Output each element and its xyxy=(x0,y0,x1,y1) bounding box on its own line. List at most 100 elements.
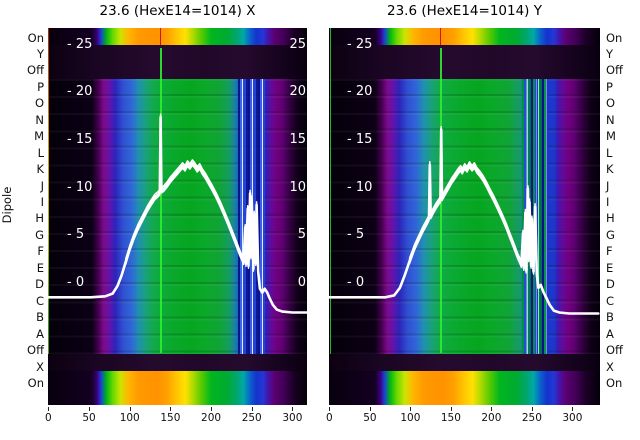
curve-trace xyxy=(124,118,259,275)
curve-trace xyxy=(124,113,259,270)
row-label: M xyxy=(34,129,44,144)
row-label: O xyxy=(606,96,616,111)
x-tick-mark xyxy=(531,407,533,411)
inner-tick-label: 20 xyxy=(289,84,306,100)
row-label: G xyxy=(606,227,615,242)
row-label: J xyxy=(40,178,44,193)
curve-overlay-right xyxy=(329,125,600,315)
inner-tick-label: - 15 xyxy=(67,132,93,148)
x-tick-mark xyxy=(48,407,50,411)
band-y xyxy=(329,45,600,63)
red-marker-line xyxy=(439,28,441,45)
red-marker-line xyxy=(159,28,161,45)
row-label: Off xyxy=(27,343,44,358)
x-tick-label: 200 xyxy=(481,412,502,424)
band-off-bottom xyxy=(329,353,600,371)
inner-tick-label: 10 xyxy=(289,179,306,195)
inner-tick-label: 0 xyxy=(297,275,306,290)
row-label: M xyxy=(606,129,616,144)
x-tick-mark xyxy=(89,407,91,411)
row-label: P xyxy=(606,79,613,94)
inner-tick-label: - 20 xyxy=(67,84,93,100)
x-tick-label: 300 xyxy=(282,412,303,424)
row-label: Y xyxy=(606,46,614,61)
row-label: B xyxy=(606,310,614,325)
row-label: X xyxy=(606,359,614,374)
band-on-bottom xyxy=(48,387,307,405)
inner-tick-label: - 10 xyxy=(67,179,93,195)
inner-tick-label: - 20 xyxy=(347,84,373,100)
x-tick-label: 250 xyxy=(241,412,262,424)
row-label: H xyxy=(606,211,615,226)
row-label: F xyxy=(606,244,613,259)
row-label: On xyxy=(27,30,44,45)
band-on-top xyxy=(329,28,600,46)
row-label: Off xyxy=(606,63,623,78)
row-label: C xyxy=(35,293,44,308)
band-off-bottom xyxy=(48,353,307,371)
x-tick-label: 150 xyxy=(160,412,181,424)
row-label: Y xyxy=(36,46,44,61)
row-label: X xyxy=(36,359,44,374)
band-on-bottom xyxy=(329,387,600,405)
band-x xyxy=(48,370,307,388)
x-tick-mark xyxy=(450,407,452,411)
x-tick-label: 100 xyxy=(400,412,421,424)
row-label: L xyxy=(37,145,44,160)
row-label: N xyxy=(606,112,615,127)
x-tick-mark xyxy=(251,407,253,411)
row-label: N xyxy=(35,112,44,127)
x-tick-label: 150 xyxy=(440,412,461,424)
x-tick-mark xyxy=(129,407,131,411)
band-y xyxy=(48,45,307,63)
inner-tick-label: - 25 xyxy=(347,36,373,52)
curve-overlay-left xyxy=(48,113,307,314)
row-label: F xyxy=(37,244,44,259)
row-banding-overlay xyxy=(329,79,600,354)
inner-tick-label: 25 xyxy=(289,36,306,52)
row-label: I xyxy=(40,195,44,209)
inner-tick-label: - 25 xyxy=(67,36,93,52)
x-tick-label: 50 xyxy=(363,412,377,424)
row-label: J xyxy=(606,178,610,193)
row-label: G xyxy=(35,227,44,242)
row-label: L xyxy=(606,145,613,160)
inner-tick-label: - 0 xyxy=(67,275,85,290)
edge-scan-line xyxy=(48,28,50,405)
row-label: E xyxy=(606,260,614,275)
x-tick-mark xyxy=(572,407,574,411)
row-label: E xyxy=(36,260,44,275)
panel-title-right: 23.6 (HexE14=1014) Y xyxy=(386,3,542,19)
edge-scan-line xyxy=(329,28,331,358)
row-label: C xyxy=(606,293,615,308)
x-tick-label: 100 xyxy=(119,412,140,424)
inner-tick-label: - 10 xyxy=(347,179,373,195)
curve-trace xyxy=(329,128,600,315)
curve-trace xyxy=(48,115,307,314)
row-label: Off xyxy=(27,63,44,78)
row-label: B xyxy=(36,310,44,325)
row-label: Off xyxy=(606,343,623,358)
x-tick-label: 0 xyxy=(326,412,333,424)
inner-tick-label: - 5 xyxy=(347,227,365,243)
inner-tick-label: - 15 xyxy=(347,132,373,148)
heatmap-panel-right: - 25 - 20 - 15 - 10 - 5 - 0 xyxy=(329,28,600,405)
row-label: P xyxy=(37,79,44,94)
x-tick-mark xyxy=(491,407,493,411)
x-tick-label: 200 xyxy=(201,412,222,424)
row-label: D xyxy=(35,277,44,292)
x-tick-mark xyxy=(211,407,213,411)
curve-trace xyxy=(408,131,536,275)
row-label: K xyxy=(606,162,614,177)
row-label: A xyxy=(36,326,44,341)
inner-tick-label: 5 xyxy=(297,227,306,243)
x-tick-mark xyxy=(292,407,294,411)
row-label: A xyxy=(606,326,614,341)
x-tick-label: 50 xyxy=(82,412,96,424)
inner-tick-label: - 0 xyxy=(347,275,365,290)
inner-tick-label: 15 xyxy=(289,132,306,148)
inner-tick-label: - 5 xyxy=(67,227,85,243)
main-image xyxy=(329,79,600,354)
green-marker-line xyxy=(159,48,162,353)
